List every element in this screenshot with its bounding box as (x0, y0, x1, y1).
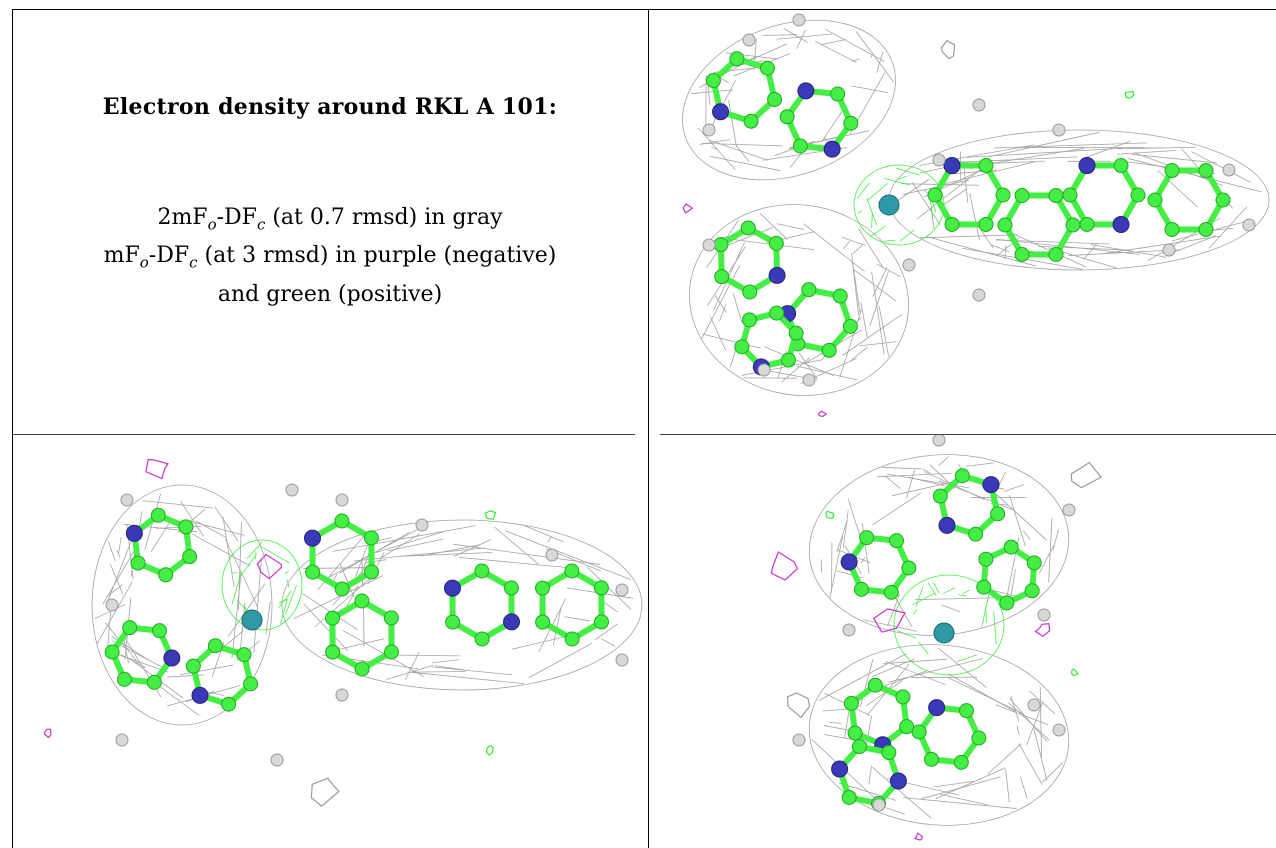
ring-upper-2 (779, 82, 859, 158)
mesh-negative-blob (145, 458, 169, 480)
ring-upper-1 (932, 468, 1006, 542)
hydrogen-atom (615, 583, 629, 597)
hydrogen-atom (1037, 608, 1051, 622)
hydrogen-atom (285, 483, 299, 497)
metal-center-atom (933, 622, 955, 644)
hydrogen-atom (1162, 243, 1176, 257)
hydrogen-atom (615, 653, 629, 667)
mesh-positive-center (893, 574, 1005, 676)
caption-line-fofc-cont: and green (positive) (217, 281, 443, 307)
mesh-2fofc-extended-ligand (281, 519, 643, 691)
hydrogen-atom (1052, 723, 1066, 737)
middle-divider-left (12, 434, 635, 435)
ring-lower-1 (843, 677, 915, 754)
caption-line-2fofc: 2mFo-DFc (at 0.7 rmsd) in gray (157, 205, 503, 234)
hydrogen-atom (792, 13, 806, 27)
hydrogen-atom (932, 153, 946, 167)
hydrogen-atom (792, 733, 806, 747)
caption-title: Electron density around RKL A 101: (102, 94, 558, 120)
ring-ext-2 (324, 593, 400, 677)
hydrogen-atom (742, 33, 756, 47)
caption-description: 2mFo-DFc (at 0.7 rmsd) in gray mFo-DFc (… (12, 202, 648, 310)
mesh-negative-blob (43, 728, 52, 739)
mesh-negative-blob (256, 553, 283, 580)
top-border (12, 9, 1276, 10)
ring-ext-3 (443, 563, 521, 647)
hydrogen-atom (972, 98, 986, 112)
caption-cell: Electron density around RKL A 101: 2mFo-… (12, 10, 648, 434)
mesh-negative-blob (913, 832, 924, 841)
density-render-top-right (682, 13, 1270, 418)
view-bottom-right (649, 435, 1276, 848)
hydrogen-atom (105, 598, 119, 612)
hydrogen-atom (872, 798, 886, 812)
caption-line-fofc: mFo-DFc (at 3 rmsd) in purple (negative) (103, 243, 557, 272)
ring-ext-1 (303, 513, 380, 597)
mesh-negative-blob (682, 203, 694, 214)
mesh-negative-blob (817, 410, 827, 418)
mesh-positive-blob (1070, 668, 1079, 677)
view-top-right (649, 10, 1276, 434)
center-divider (648, 9, 649, 848)
ring-upper-2 (840, 530, 917, 600)
hydrogen-atom (415, 518, 429, 532)
mesh-positive-blob (484, 510, 497, 520)
hydrogen-atom (545, 548, 559, 562)
mesh-positive-blob (485, 744, 494, 756)
hydrogen-atom (1027, 698, 1041, 712)
view-bottom-left (12, 435, 648, 848)
ring-ext-2 (997, 188, 1081, 262)
mesh-negative-blob (1034, 622, 1051, 637)
hydrogen-atom (972, 288, 986, 302)
hydrogen-atom (120, 493, 134, 507)
hydrogen-atom (1222, 163, 1236, 177)
ring-ext-4 (1147, 163, 1231, 237)
density-render-bottom-right (770, 435, 1103, 841)
hydrogen-atom (115, 733, 129, 747)
mesh-negative-blob (770, 551, 799, 581)
left-border (12, 9, 13, 848)
mesh-2fofc-fragment (940, 39, 956, 60)
ring-left-1 (125, 507, 198, 583)
ring-ext-4 (534, 563, 610, 647)
hydrogen-atom (335, 688, 349, 702)
mesh-2fofc-extended-ligand (888, 129, 1270, 271)
hydrogen-atom (1242, 218, 1256, 232)
ring-left-2 (104, 620, 181, 690)
hydrogen-atom (1062, 503, 1076, 517)
density-render-bottom-left (43, 458, 643, 807)
ring-upper-3 (976, 539, 1042, 611)
mesh-2fofc-fragment (787, 692, 811, 719)
hydrogen-atom (757, 363, 771, 377)
metal-center-atom (241, 609, 263, 631)
hydrogen-atom (842, 623, 856, 637)
ring-upper-1 (705, 51, 783, 129)
ring-left-3 (185, 638, 259, 712)
hydrogen-atom (1052, 123, 1066, 137)
hydrogen-atom (902, 258, 916, 272)
ring-lower-2 (911, 699, 987, 770)
mesh-2fofc-upper-ligand (682, 19, 896, 181)
ring-ext-3 (1062, 157, 1146, 233)
hydrogen-atom (802, 373, 816, 387)
mesh-2fofc-fragment (1070, 461, 1103, 489)
hydrogen-atom (932, 435, 946, 447)
hydrogen-atom (270, 753, 284, 767)
hydrogen-atom (702, 123, 716, 137)
ring-lower-1 (713, 220, 786, 300)
mesh-2fofc-upper-ligand (808, 454, 1070, 636)
ring-ext-1 (927, 157, 1011, 232)
mesh-2fofc-lower-ligand (808, 644, 1070, 826)
mesh-positive-blob (1124, 90, 1135, 99)
hydrogen-atom (702, 238, 716, 252)
metal-center-atom (878, 194, 900, 216)
mesh-negative-blob (873, 608, 906, 633)
hydrogen-atom (335, 493, 349, 507)
mesh-2fofc-fragment (310, 777, 340, 807)
ring-lower-3 (831, 739, 907, 811)
mesh-positive-blob (825, 510, 835, 519)
middle-divider-right (660, 434, 1276, 435)
